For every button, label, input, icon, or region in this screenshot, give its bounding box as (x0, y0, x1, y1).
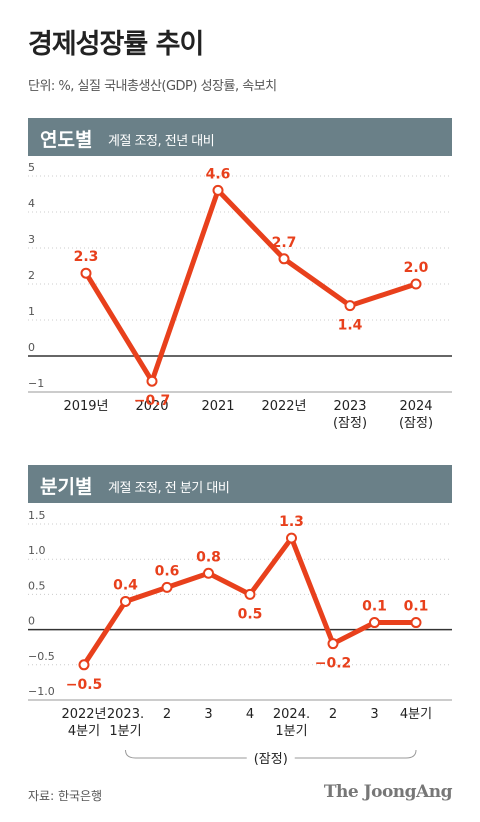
x-tick-label: 1분기 (275, 724, 307, 739)
x-tick-label: 4분기 (68, 724, 100, 739)
y-tick-label: 4 (28, 197, 35, 210)
data-point (146, 375, 158, 387)
y-tick-label: −1.0 (28, 685, 55, 698)
quarterly-section-subtitle: 계절 조정, 전 분기 대비 (108, 481, 230, 496)
x-tick-label: 2023 (333, 399, 366, 414)
y-tick-label: −0.5 (28, 650, 55, 663)
data-label: 0.1 (362, 599, 387, 615)
y-tick-label: −1 (28, 377, 44, 390)
y-tick-label: 5 (28, 161, 35, 174)
x-tick-label: (잠정) (333, 416, 367, 431)
x-tick-label: 2020 (135, 399, 168, 414)
x-tick-label: 1분기 (109, 724, 141, 739)
data-point (244, 588, 256, 600)
data-label: 0.6 (155, 563, 180, 579)
x-tick-label: 2023. (107, 707, 144, 722)
data-point (161, 581, 173, 593)
data-label: 1.3 (279, 514, 304, 530)
quarterly-section-header: 분기별 계절 조정, 전 분기 대비 (28, 465, 452, 503)
y-tick-label: 3 (28, 233, 35, 246)
source-note: 자료: 한국은행 (28, 789, 103, 803)
data-label: 0.4 (113, 577, 138, 593)
x-tick-label: 2 (163, 707, 171, 722)
y-tick-label: 0 (28, 615, 35, 628)
y-tick-label: 1.5 (28, 509, 46, 522)
data-label: 0.5 (238, 606, 263, 622)
unit-note: 단위: %, 실질 국내총생산(GDP) 성장률, 속보치 (28, 79, 277, 94)
x-tick-label: (잠정) (399, 416, 433, 431)
y-tick-label: 1 (28, 305, 35, 318)
data-point (327, 638, 339, 650)
x-tick-label: 2022년 (61, 707, 106, 722)
data-point (80, 267, 92, 279)
data-label: −0.7 (134, 393, 171, 409)
data-point (203, 567, 214, 579)
x-tick-label: 2024 (399, 399, 432, 414)
provisional-label: (잠정) (254, 752, 288, 767)
data-point (78, 659, 90, 671)
data-label: 2.0 (404, 260, 429, 276)
y-tick-label: 2 (28, 269, 35, 282)
y-tick-label: 0.5 (28, 579, 46, 592)
x-tick-label: 2019년 (63, 399, 108, 414)
annual-section-header: 연도별 계절 조정, 전년 대비 (28, 118, 452, 156)
data-point (410, 278, 422, 290)
y-tick-label: 1.0 (28, 544, 46, 557)
x-tick-label: 2024. (273, 707, 310, 722)
annual-section-title: 연도별 (40, 129, 93, 151)
publisher-logo: The JoongAng (323, 782, 453, 802)
x-tick-label: 3 (370, 707, 378, 722)
data-label: 0.1 (404, 599, 429, 615)
x-tick-label: 2021 (201, 399, 234, 414)
x-tick-label: 4분기 (400, 707, 432, 722)
x-tick-label: 2022년 (261, 399, 306, 414)
data-label: 4.6 (206, 166, 231, 182)
data-label: 0.8 (196, 549, 221, 565)
data-label: 2.3 (74, 249, 99, 265)
data-label: 2.7 (272, 235, 297, 251)
data-point (286, 532, 297, 544)
data-label: 1.4 (338, 318, 363, 334)
annual-section-subtitle: 계절 조정, 전년 대비 (108, 134, 215, 149)
y-tick-label: 0 (28, 341, 35, 354)
data-label: −0.5 (66, 677, 103, 693)
x-tick-label: 4 (246, 707, 254, 722)
bracket-label-bg (246, 749, 295, 767)
quarterly-section-title: 분기별 (40, 476, 93, 498)
series-line (83, 187, 419, 384)
page-title: 경제성장률 추이 (28, 29, 204, 60)
x-tick-label: 2 (329, 707, 337, 722)
data-point (120, 595, 131, 607)
data-point (369, 617, 380, 629)
data-point (344, 300, 356, 312)
data-point (278, 253, 290, 265)
x-tick-label: 3 (204, 707, 212, 722)
data-label: −0.2 (315, 656, 352, 672)
data-point (410, 617, 422, 629)
data-point (212, 184, 224, 196)
